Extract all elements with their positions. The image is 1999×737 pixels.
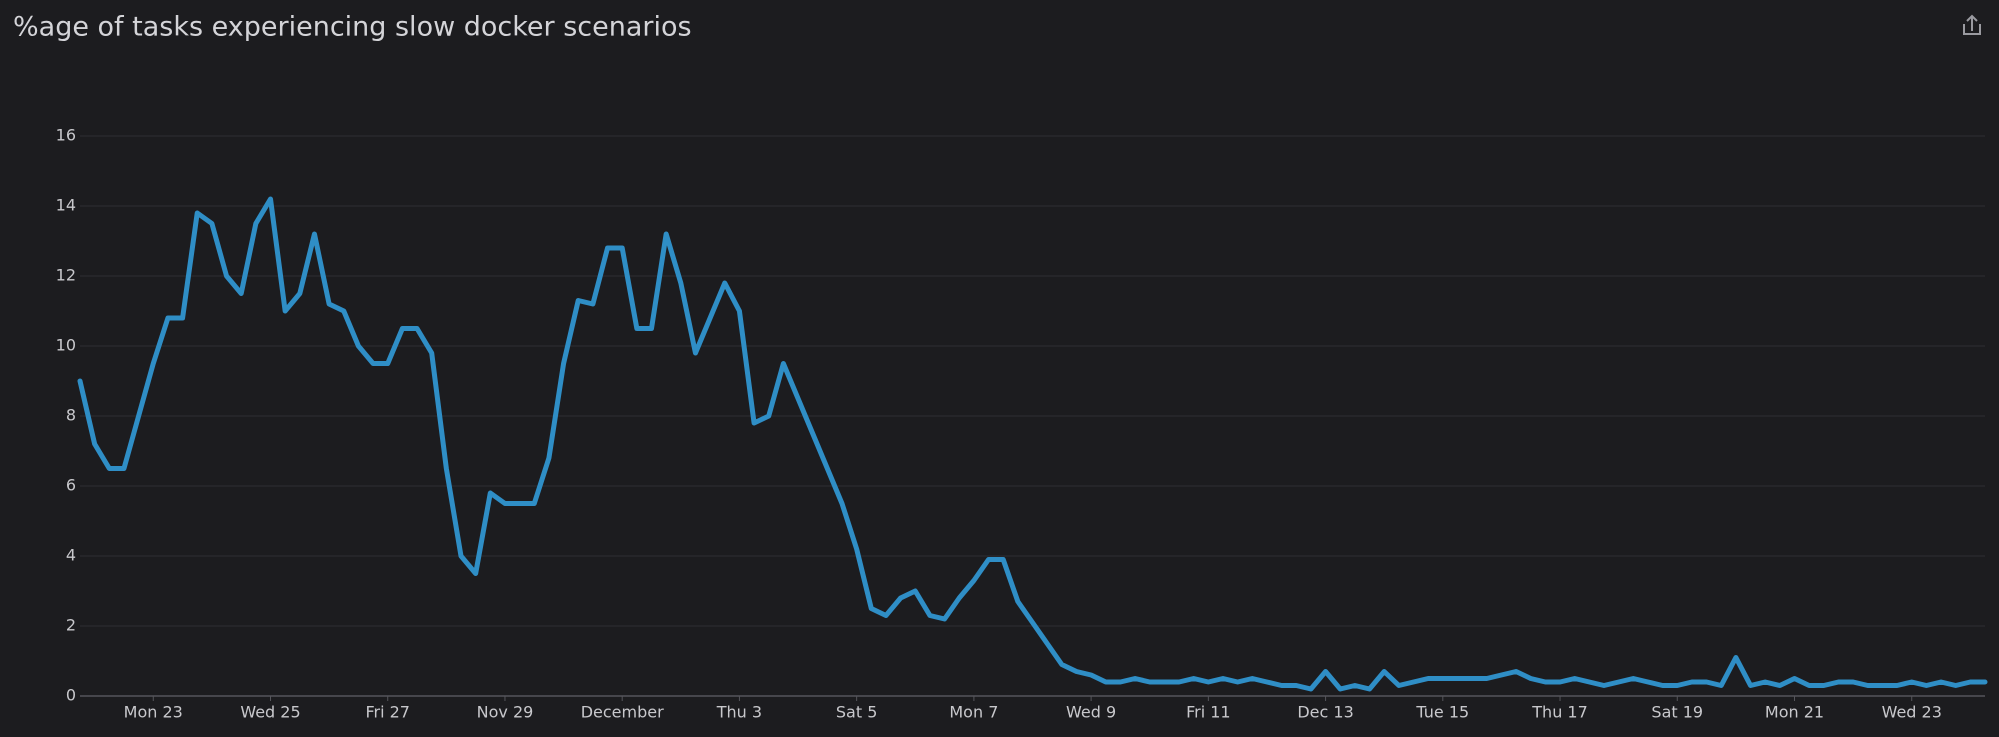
share-icon-arrow [1966,14,1978,31]
y-tick-label: 4 [66,546,76,565]
x-tick-label: December [581,703,664,722]
x-tick-label: Wed 25 [240,703,300,722]
x-tick-label: Dec 13 [1297,703,1353,722]
share-icon-box [1963,24,1981,35]
x-tick-label: Wed 9 [1066,703,1116,722]
x-tick-label: Tue 15 [1415,703,1469,722]
x-tick-label: Fri 11 [1186,703,1231,722]
chart-title: %age of tasks experiencing slow docker s… [13,12,692,43]
x-tick-label: Sat 19 [1651,703,1703,722]
y-tick-label: 8 [66,406,76,425]
x-tick-label: Sat 5 [836,703,878,722]
data-line [77,196,1988,692]
y-tick-label: 6 [66,476,76,495]
x-tick-label: Mon 21 [1765,703,1824,722]
x-tick-label: Thu 3 [716,703,762,722]
y-tick-label: 16 [56,126,76,145]
y-tick-label: 0 [66,686,76,705]
y-tick-label: 12 [56,266,76,285]
x-tick-label: Wed 23 [1882,703,1942,722]
x-tick-label: Mon 23 [124,703,183,722]
share-icon[interactable] [1963,14,1981,35]
x-tick-label: Mon 7 [949,703,998,722]
y-tick-label: 2 [66,616,76,635]
y-tick-label: 10 [56,336,76,355]
x-tick-label: Nov 29 [477,703,534,722]
x-tick-label: Fri 27 [365,703,410,722]
y-tick-label: 14 [56,196,76,215]
x-tick-label: Thu 17 [1531,703,1588,722]
